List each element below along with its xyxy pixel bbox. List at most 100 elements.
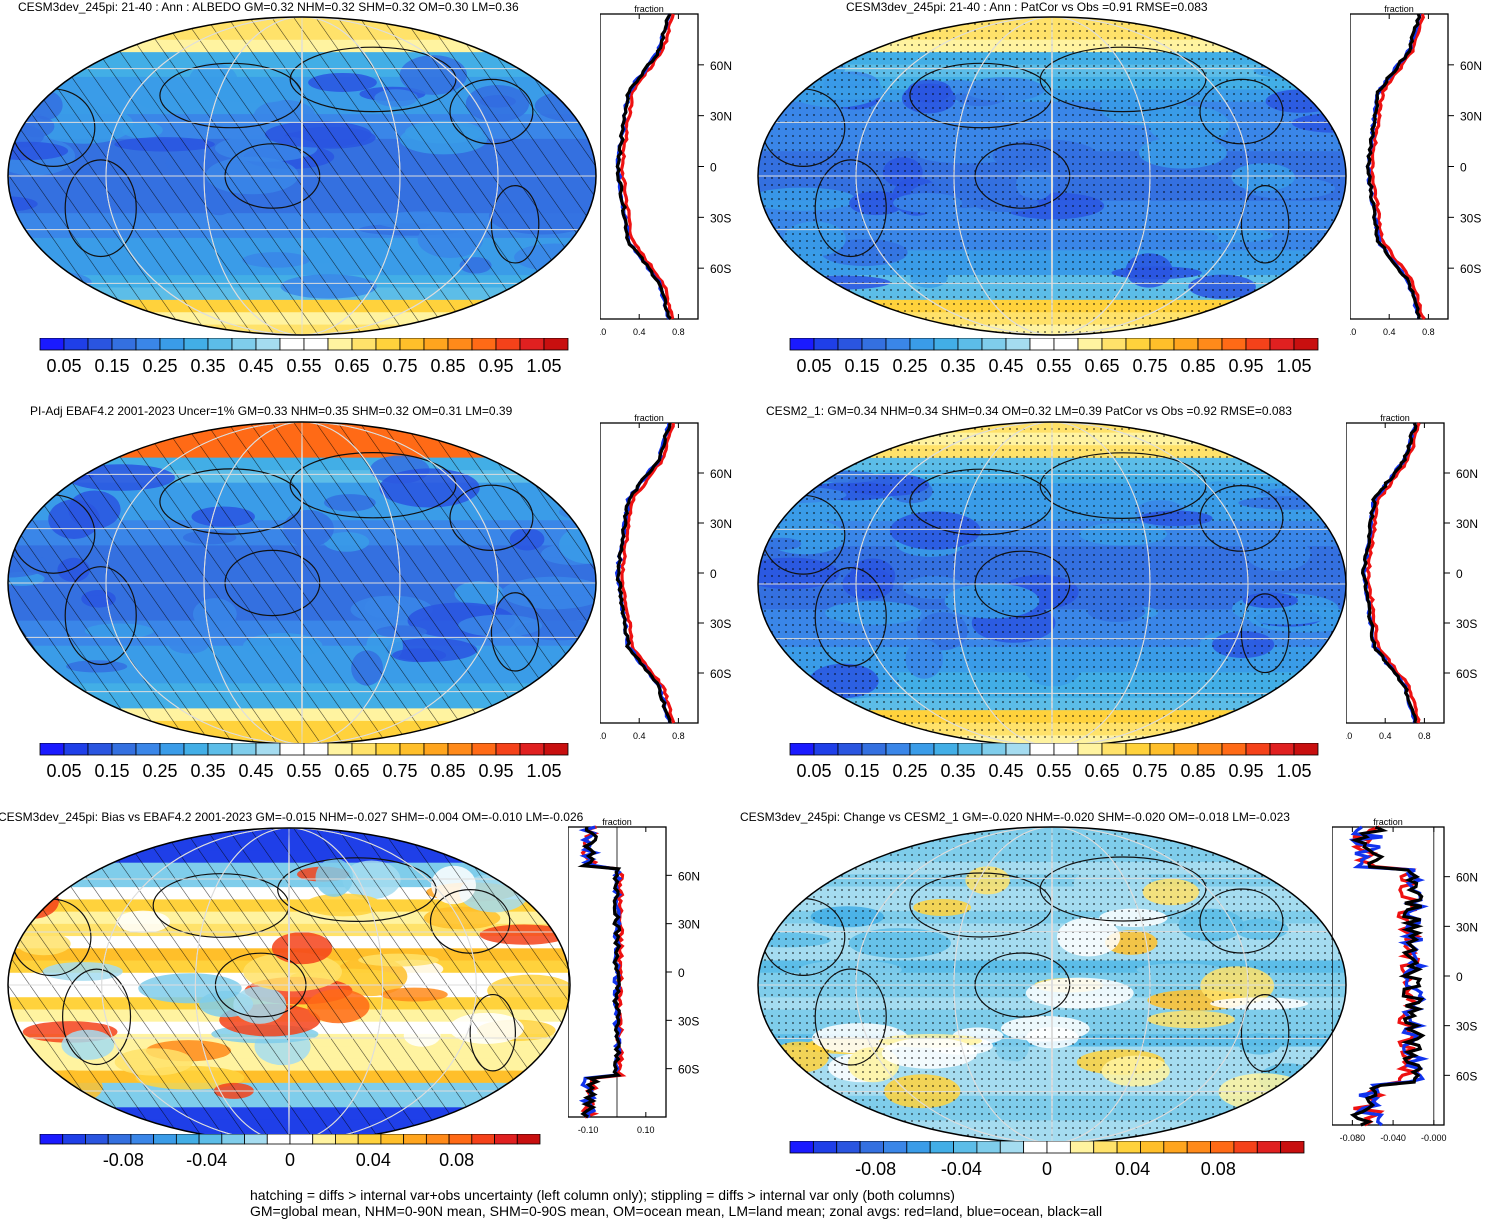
zonal-ylabel: 60N [710,467,732,481]
colorbar-bin [63,338,89,351]
zonal-line-land [619,13,675,320]
colorbar-bin [1269,743,1295,756]
colorbar-bin [1280,1141,1305,1154]
colorbar-bin [87,338,113,351]
zonal-line-land [1368,13,1426,321]
zonal-line-all [1360,422,1418,724]
zonal-xtick: 0.8 [1422,327,1435,337]
colorbar-label: -0.08 [103,1150,144,1170]
colorbar-bin [231,338,257,351]
zonal-ylabel: 60N [1456,871,1478,885]
colorbar-bin [351,743,377,756]
panel-title-p6: CESM3dev_245pi: Change vs CESM2_1 GM=-0.… [740,810,1290,824]
colorbar-label: 0.95 [1228,761,1263,781]
zonal-xtick: -0.000 [1421,1133,1447,1143]
zonal-line-all [615,422,672,724]
zonal-xtick: 0.8 [1418,731,1431,741]
zonal-ylabel: 0 [710,567,717,581]
colorbar-bin [1163,1141,1188,1154]
colorbar-label: 0.85 [430,761,465,781]
colorbar-label: 0.85 [430,356,465,376]
colorbar-bin [1005,338,1031,351]
colorbar-label: -0.04 [941,1159,982,1179]
colorbar-bin [1186,1141,1211,1154]
colorbar-label: 0.85 [1180,356,1215,376]
colorbar-bin [933,338,959,351]
zonal-ylabel: 60S [1456,667,1477,681]
colorbar-label: 0.65 [1084,356,1119,376]
colorbar-bin [1005,743,1031,756]
colorbar-bin [813,743,839,756]
colorbar-bin [1053,743,1079,756]
footer-note-1: hatching = diffs > internal var+obs unce… [250,1187,955,1203]
colorbar-bin [159,743,185,756]
colorbar-label: 0.05 [796,356,831,376]
colorbar-bin [957,743,983,756]
colorbar-bin [403,1134,427,1145]
zonal-ylabel: 60S [710,262,731,276]
zonal-axis-label: fraction [1373,817,1403,827]
zonal-ylabel: 0 [1456,970,1463,984]
colorbar-bin [859,1141,884,1154]
colorbar-bin [1149,743,1175,756]
zonal-ylabel: 60S [678,1063,699,1077]
colorbar-bin [87,743,113,756]
colorbar-label: 0.25 [892,761,927,781]
colorbar-label: 0.25 [892,356,927,376]
map-p5 [7,827,571,1143]
map-p6 [757,826,1347,1144]
zonal-ylabel: 30S [678,1014,699,1028]
colorbar-bin [471,338,497,351]
colorbar-bin [312,1134,336,1145]
colorbar-p1: 0.05 0.15 0.25 0.35 0.45 0.55 0.65 0.75 0.85 0.95… [39,338,569,376]
colorbar-bin [1023,1141,1048,1154]
colorbar-label: 0.55 [1036,356,1071,376]
panel-title-p3: PI-Adj EBAF4.2 2001-2023 Uncer=1% GM=0.3… [30,404,513,418]
colorbar-bin [289,1134,314,1145]
zonal-line-ocean [614,423,672,724]
zonal-ylabel: 60N [1460,59,1482,73]
zonal-ylabel: 30S [710,211,731,225]
colorbar-bin [1077,338,1103,351]
colorbar-bin [1197,743,1223,756]
colorbar-bin [543,743,569,756]
colorbar-bin [981,743,1007,756]
colorbar-label: 0.35 [940,356,975,376]
colorbar-bin [183,743,209,756]
colorbar-bin [1101,338,1127,351]
zonal-line-all [577,826,622,1119]
colorbar-label: 0.45 [238,761,273,781]
panel-title-p2: CESM3dev_245pi: 21-40 : Ann : PatCor vs … [846,0,1208,14]
colorbar-label: 0.45 [238,356,273,376]
zonal-ylabel: 0 [710,161,717,175]
zonal-ylabel: 30N [1460,110,1482,124]
colorbar-bin [327,338,353,351]
colorbar-bin [1116,1141,1141,1154]
footer-note-2: GM=global mean, NHM=0-90N mean, SHM=0-90… [250,1203,1103,1219]
zonal-line-all [1349,825,1426,1127]
colorbar-bin [175,1134,200,1145]
colorbar-label: 0.04 [1115,1159,1150,1179]
zonal-ylabel: 60S [710,667,731,681]
colorbar-p5: -0.08 -0.04 0 0.04 0.08 [39,1134,541,1170]
zonal-xtick: 0.4 [633,327,646,337]
colorbar-bin [789,1141,814,1154]
colorbar-bin [111,338,137,351]
colorbar-label: 0.15 [844,356,879,376]
colorbar-bin [207,338,233,351]
footer-notes: hatching = diffs > internal var+obs unce… [250,1187,1102,1219]
colorbar-bin [471,1134,495,1145]
zonal-axis-label: fraction [1380,413,1410,423]
panel-title-p5: CESM3dev_245pi: Bias vs EBAF4.2 2001-202… [0,810,584,824]
colorbar-bin [909,338,935,351]
colorbar-bin [1256,1141,1282,1154]
zonal-xtick: 0.8 [672,327,685,337]
zonal-axis-label: fraction [602,817,632,827]
colorbar-bin [447,338,473,351]
zonal-ylabel: 30N [1456,517,1478,531]
colorbar-bin [447,743,473,756]
colorbar-p4: 0.05 0.15 0.25 0.35 0.45 0.55 0.65 0.75 0.85 0.95… [789,743,1319,781]
colorbar-label: 0 [285,1150,295,1170]
colorbar-bin [1125,338,1151,351]
colorbar-label: 0.65 [334,761,369,781]
